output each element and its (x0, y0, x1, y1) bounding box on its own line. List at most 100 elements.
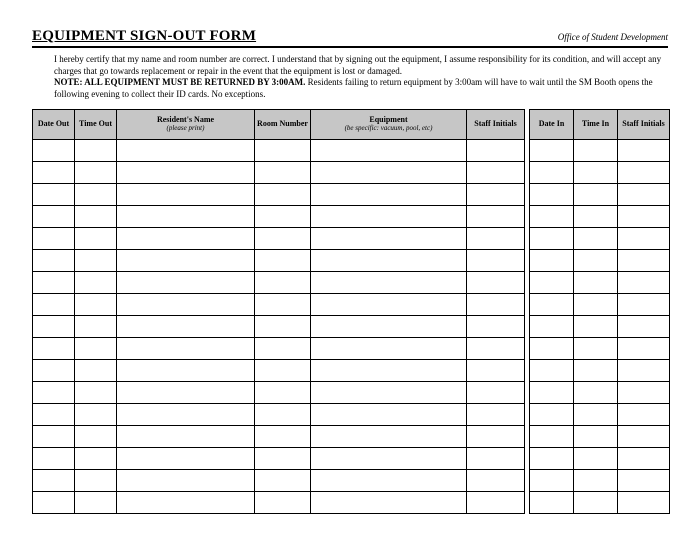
table-cell[interactable] (311, 491, 467, 513)
table-cell[interactable] (311, 249, 467, 271)
table-cell[interactable] (33, 183, 75, 205)
table-cell[interactable] (255, 205, 311, 227)
table-cell[interactable] (33, 403, 75, 425)
table-cell[interactable] (33, 491, 75, 513)
table-cell[interactable] (75, 227, 117, 249)
table-cell[interactable] (33, 139, 75, 161)
table-cell[interactable] (255, 469, 311, 491)
table-cell[interactable] (255, 337, 311, 359)
table-cell[interactable] (467, 183, 525, 205)
table-cell[interactable] (530, 161, 574, 183)
table-cell[interactable] (75, 491, 117, 513)
table-cell[interactable] (255, 381, 311, 403)
table-cell[interactable] (618, 183, 670, 205)
table-cell[interactable] (530, 425, 574, 447)
table-cell[interactable] (530, 491, 574, 513)
table-cell[interactable] (75, 205, 117, 227)
table-cell[interactable] (75, 381, 117, 403)
table-cell[interactable] (574, 469, 618, 491)
table-cell[interactable] (33, 293, 75, 315)
table-cell[interactable] (618, 227, 670, 249)
table-cell[interactable] (75, 249, 117, 271)
table-cell[interactable] (467, 425, 525, 447)
table-cell[interactable] (467, 139, 525, 161)
table-cell[interactable] (574, 425, 618, 447)
table-cell[interactable] (618, 271, 670, 293)
table-cell[interactable] (117, 425, 255, 447)
table-cell[interactable] (618, 205, 670, 227)
table-cell[interactable] (75, 447, 117, 469)
table-cell[interactable] (311, 205, 467, 227)
table-cell[interactable] (33, 161, 75, 183)
table-cell[interactable] (311, 293, 467, 315)
table-cell[interactable] (33, 227, 75, 249)
table-cell[interactable] (574, 227, 618, 249)
table-cell[interactable] (467, 249, 525, 271)
table-cell[interactable] (33, 315, 75, 337)
table-cell[interactable] (467, 359, 525, 381)
table-cell[interactable] (117, 205, 255, 227)
table-cell[interactable] (311, 271, 467, 293)
table-cell[interactable] (255, 403, 311, 425)
table-cell[interactable] (530, 249, 574, 271)
table-cell[interactable] (75, 469, 117, 491)
table-cell[interactable] (467, 315, 525, 337)
table-cell[interactable] (117, 227, 255, 249)
table-cell[interactable] (530, 293, 574, 315)
table-cell[interactable] (618, 447, 670, 469)
table-cell[interactable] (311, 381, 467, 403)
table-cell[interactable] (467, 403, 525, 425)
table-cell[interactable] (75, 315, 117, 337)
table-cell[interactable] (574, 139, 618, 161)
table-cell[interactable] (530, 381, 574, 403)
table-cell[interactable] (75, 425, 117, 447)
table-cell[interactable] (530, 359, 574, 381)
table-cell[interactable] (618, 337, 670, 359)
table-cell[interactable] (33, 381, 75, 403)
table-cell[interactable] (255, 227, 311, 249)
table-cell[interactable] (618, 293, 670, 315)
table-cell[interactable] (530, 403, 574, 425)
table-cell[interactable] (467, 491, 525, 513)
table-cell[interactable] (618, 315, 670, 337)
table-cell[interactable] (75, 359, 117, 381)
table-cell[interactable] (117, 447, 255, 469)
table-cell[interactable] (467, 447, 525, 469)
table-cell[interactable] (618, 139, 670, 161)
table-cell[interactable] (255, 183, 311, 205)
table-cell[interactable] (467, 381, 525, 403)
table-cell[interactable] (574, 337, 618, 359)
table-cell[interactable] (618, 425, 670, 447)
table-cell[interactable] (311, 469, 467, 491)
table-cell[interactable] (75, 183, 117, 205)
table-cell[interactable] (574, 447, 618, 469)
table-cell[interactable] (530, 315, 574, 337)
table-cell[interactable] (117, 403, 255, 425)
table-cell[interactable] (467, 271, 525, 293)
table-cell[interactable] (574, 381, 618, 403)
table-cell[interactable] (117, 381, 255, 403)
table-cell[interactable] (255, 425, 311, 447)
table-cell[interactable] (117, 337, 255, 359)
table-cell[interactable] (33, 469, 75, 491)
table-cell[interactable] (530, 271, 574, 293)
table-cell[interactable] (574, 359, 618, 381)
table-cell[interactable] (255, 315, 311, 337)
table-cell[interactable] (311, 315, 467, 337)
table-cell[interactable] (117, 359, 255, 381)
table-cell[interactable] (311, 359, 467, 381)
table-cell[interactable] (574, 403, 618, 425)
table-cell[interactable] (33, 249, 75, 271)
table-cell[interactable] (574, 293, 618, 315)
table-cell[interactable] (574, 491, 618, 513)
table-cell[interactable] (618, 249, 670, 271)
table-cell[interactable] (574, 205, 618, 227)
table-cell[interactable] (311, 403, 467, 425)
table-cell[interactable] (117, 139, 255, 161)
table-cell[interactable] (117, 293, 255, 315)
table-cell[interactable] (618, 161, 670, 183)
table-cell[interactable] (530, 139, 574, 161)
table-cell[interactable] (75, 337, 117, 359)
table-cell[interactable] (33, 447, 75, 469)
table-cell[interactable] (33, 205, 75, 227)
